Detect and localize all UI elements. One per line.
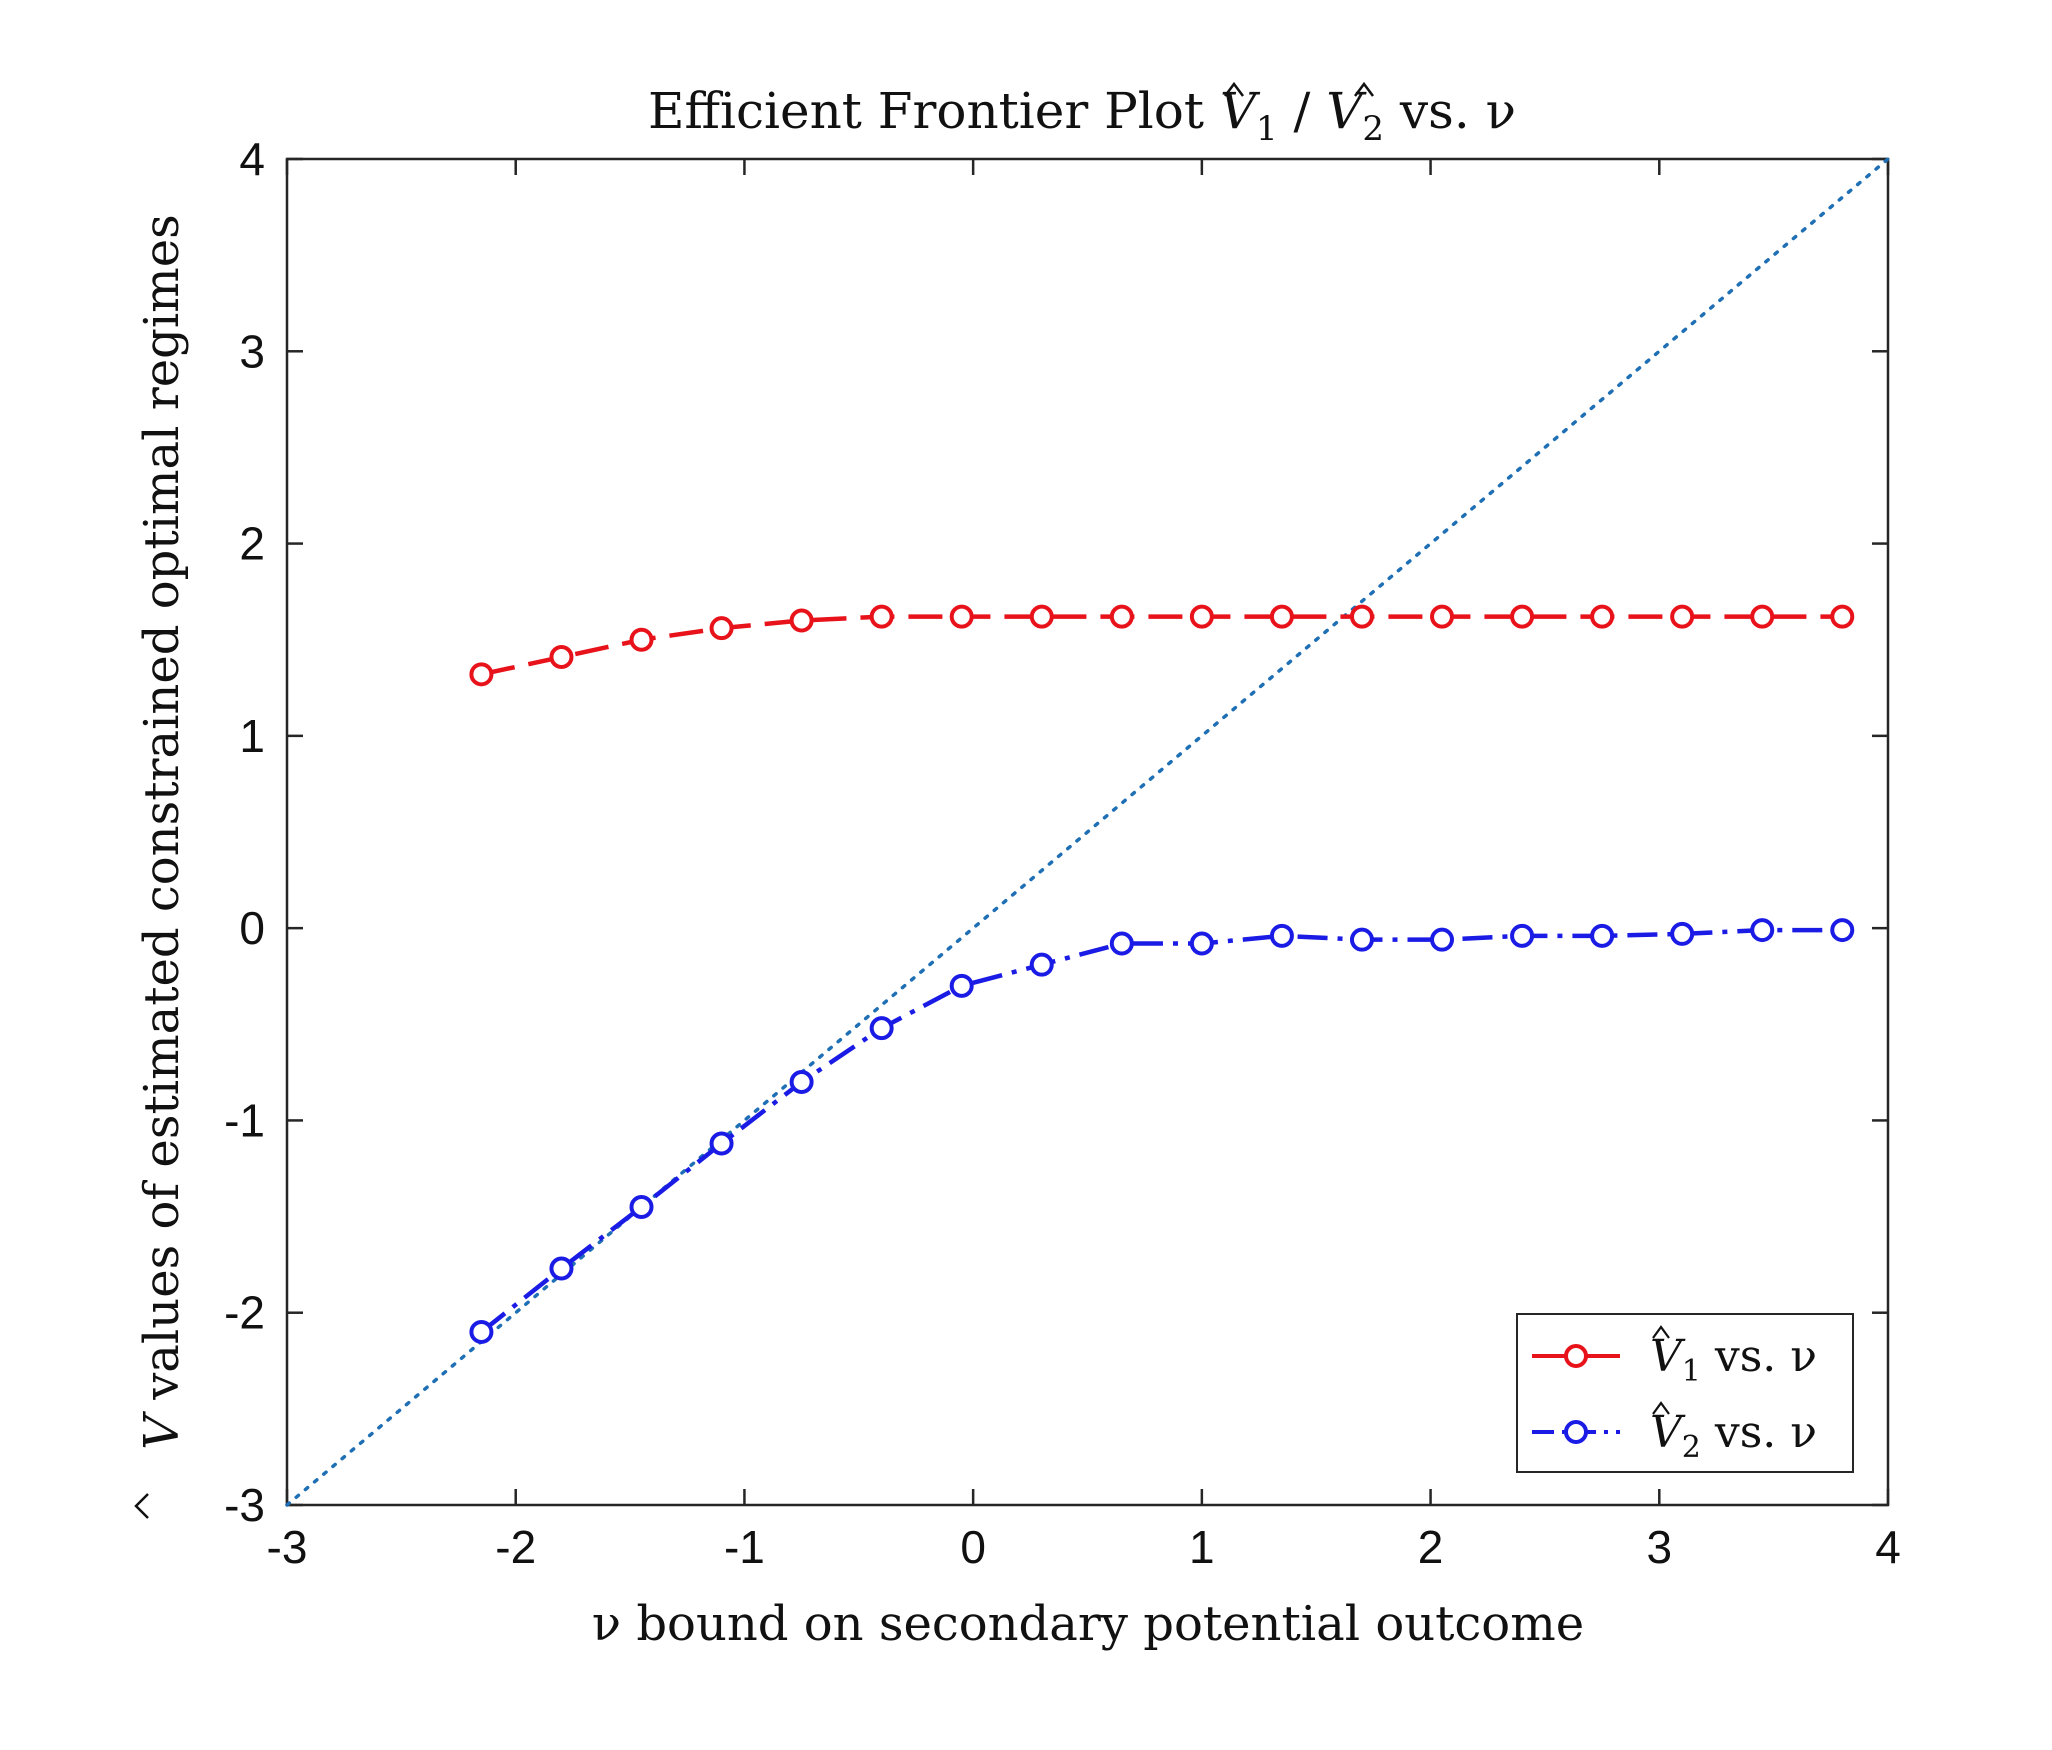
series-line-1	[480, 614, 1843, 677]
legend-hat-v2	[1652, 1401, 1670, 1415]
title-suffix: vs. ν	[1384, 82, 1516, 140]
legend-v1-symbol: V	[1650, 1331, 1686, 1382]
y-tick-label: 2	[239, 518, 265, 570]
series-1-point	[789, 608, 814, 633]
legend-hat-v1	[1652, 1325, 1670, 1339]
legend-box	[1516, 1313, 1854, 1473]
series-1-point	[1189, 604, 1214, 629]
y-tick-label: -1	[224, 1094, 265, 1146]
series-1-point	[1590, 604, 1615, 629]
y-axis-label: V values of estimated constrained optima…	[134, 214, 190, 1449]
y-tick-label: -3	[224, 1479, 265, 1531]
series-2-point	[1029, 952, 1054, 977]
series-2-point	[1349, 927, 1374, 952]
y-axis-symbol: V	[134, 1411, 190, 1450]
title-v2: V	[1326, 82, 1367, 140]
x-tick-label: -2	[495, 1521, 536, 1573]
legend-label-v2: V2 vs. ν	[1650, 1407, 1817, 1465]
legend-v2-suffix: vs. ν	[1701, 1407, 1817, 1458]
series-2-point	[1510, 923, 1535, 948]
series-1-point	[1670, 604, 1695, 629]
series-2-point	[1590, 923, 1615, 948]
y-axis-hat	[134, 1493, 149, 1519]
x-tick-label: -1	[724, 1521, 765, 1573]
x-tick-label: -3	[267, 1521, 308, 1573]
series-1-point	[1510, 604, 1535, 629]
series-2-point	[549, 1256, 574, 1281]
series-2-point	[1830, 918, 1855, 943]
legend-marker-v2	[1564, 1420, 1588, 1444]
series-2-point	[869, 1016, 894, 1041]
series-2-point	[1430, 927, 1455, 952]
legend-v1-sub: 1	[1682, 1354, 1701, 1389]
series-2-point	[469, 1319, 494, 1344]
x-tick-label: 3	[1646, 1521, 1672, 1573]
legend: V1 vs. ν V2 vs. ν	[1516, 1313, 1854, 1473]
series-1-point	[469, 662, 494, 687]
y-axis-text: values of estimated constrained optimal …	[134, 214, 190, 1415]
series-1-point	[1029, 604, 1054, 629]
series-1-point	[1750, 604, 1775, 629]
series-2-point	[949, 973, 974, 998]
series-1-point	[1830, 604, 1855, 629]
title-sep: /	[1278, 82, 1327, 140]
series-2-point	[1109, 931, 1134, 956]
series-1-point	[869, 604, 894, 629]
series-1-point	[629, 627, 654, 652]
series-2-point	[1189, 931, 1214, 956]
series-2-point	[1750, 918, 1775, 943]
legend-marker-v1	[1564, 1344, 1588, 1368]
series-layer	[285, 157, 1890, 1507]
series-1-point	[1109, 604, 1134, 629]
y-axis-label-group: V values of estimated constrained optima…	[134, 214, 190, 1449]
series-1-point	[1269, 604, 1294, 629]
y-tick-label: 0	[239, 902, 265, 954]
series-1-point	[709, 616, 734, 641]
title-hat-v2	[1354, 81, 1374, 97]
series-2-point	[789, 1069, 814, 1094]
legend-label-v1: V1 vs. ν	[1650, 1331, 1817, 1389]
series-2-point	[629, 1194, 654, 1219]
chart-title: Efficient Frontier Plot V1 / V2 vs. ν	[648, 82, 1516, 149]
legend-v2-symbol: V	[1650, 1407, 1686, 1458]
series-1-point	[549, 645, 574, 670]
legend-v2-sub: 2	[1682, 1430, 1701, 1465]
y-tick-label: -2	[224, 1287, 265, 1339]
title-v2-sub: 2	[1362, 109, 1384, 149]
x-tick-label: 1	[1189, 1521, 1215, 1573]
series-1-point	[1430, 604, 1455, 629]
y-tick-label: 3	[239, 325, 265, 377]
x-axis-label: ν bound on secondary potential outcome	[592, 1596, 1584, 1652]
y-tick-label: 1	[239, 710, 265, 762]
y-tick-label: 4	[239, 133, 265, 185]
title-prefix: Efficient Frontier Plot	[648, 82, 1220, 140]
y-ticks: -3 -2 -1 0 1 2 3 4	[224, 133, 1888, 1531]
series-1-point	[949, 604, 974, 629]
title-hat-v1	[1224, 81, 1244, 97]
plot-area	[285, 157, 1890, 1507]
reference-line-y-equals-x	[285, 157, 1890, 1507]
series-1-point	[1349, 604, 1374, 629]
series-2-point	[1670, 921, 1695, 946]
title-v1-sub: 1	[1256, 109, 1278, 149]
legend-v1-suffix: vs. ν	[1701, 1331, 1817, 1382]
series-2-point	[1269, 923, 1294, 948]
x-tick-label: 0	[960, 1521, 986, 1573]
series-2-point	[709, 1131, 734, 1156]
x-ticks: -3 -2 -1 0 1 2 3 4	[267, 159, 1901, 1573]
x-tick-label: 4	[1875, 1521, 1901, 1573]
x-tick-label: 2	[1418, 1521, 1444, 1573]
series-line-2	[480, 927, 1843, 1334]
